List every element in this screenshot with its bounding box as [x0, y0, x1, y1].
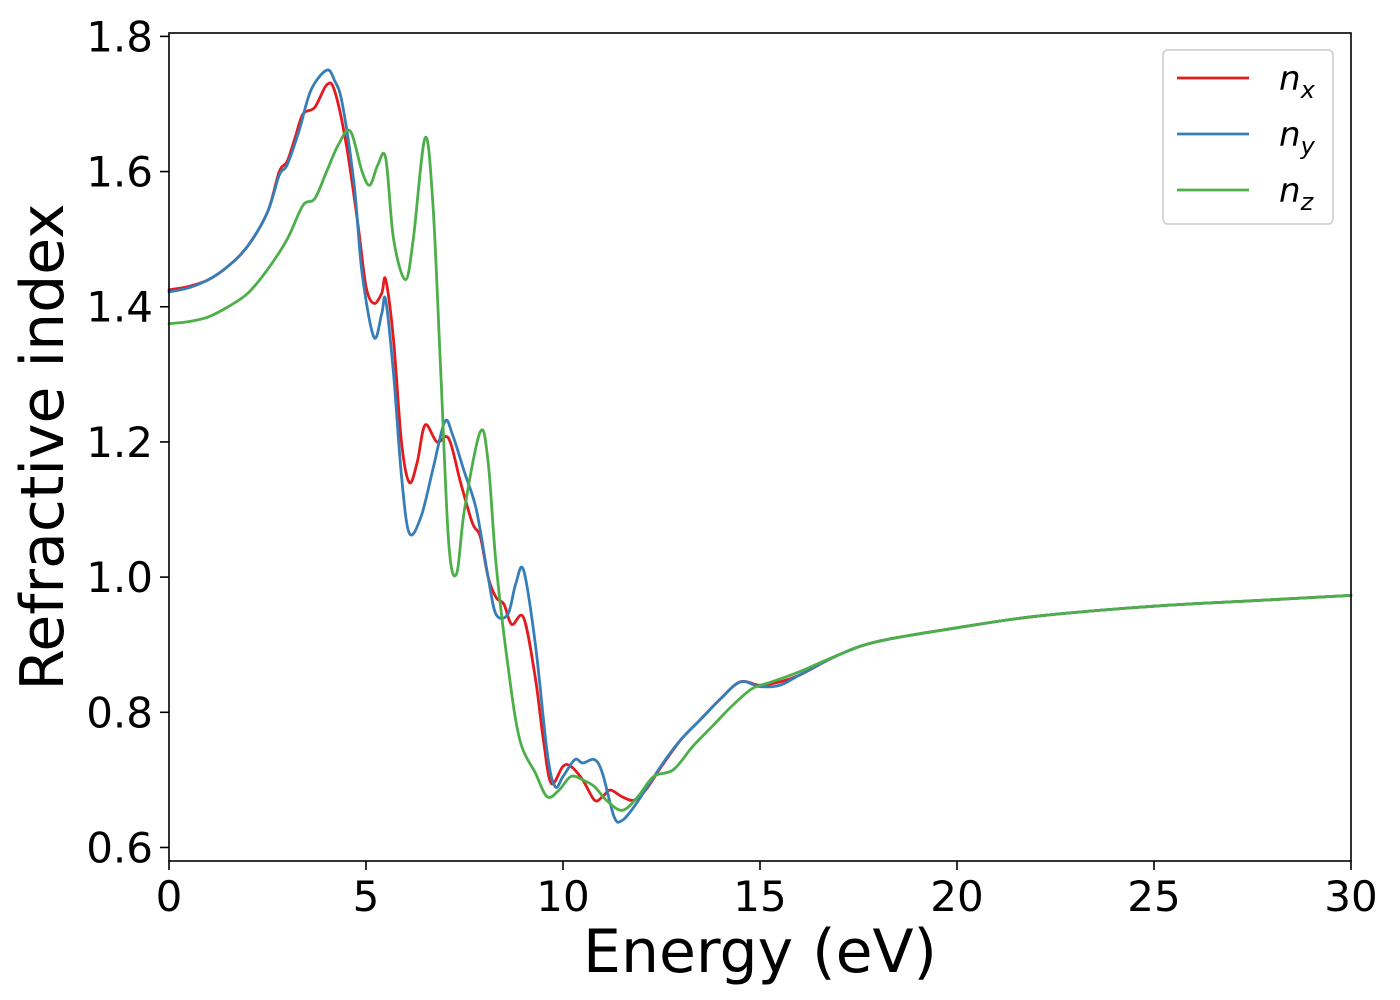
y-tick-label: 1.6 [86, 148, 153, 197]
y-tick-label: 1.4 [86, 283, 153, 332]
x-tick-label: 0 [156, 872, 183, 921]
series-line-nz [167, 128, 1353, 812]
x-axis-title: Energy (eV) [583, 917, 937, 987]
x-tick-label: 10 [536, 872, 589, 921]
legend-label-ny: ny [1279, 115, 1316, 160]
y-tick-label: 1.0 [86, 553, 153, 602]
x-axis: 0 5 10 15 20 25 30 [156, 861, 1378, 921]
x-tick-label: 5 [353, 872, 380, 921]
x-tick-label: 20 [930, 872, 983, 921]
legend-box [1162, 49, 1334, 225]
x-tick-label: 30 [1324, 872, 1377, 921]
x-tick-label: 25 [1127, 872, 1180, 921]
y-tick-label: 0.8 [86, 688, 153, 737]
y-tick-label: 1.2 [86, 418, 153, 467]
y-axis-title: Refractive index [8, 203, 78, 690]
y-tick-label: 1.8 [86, 12, 153, 61]
legend-label-nx: nx [1279, 59, 1316, 104]
y-axis: 0.6 0.8 1.0 1.2 1.4 1.6 1.8 [86, 12, 169, 872]
legend-label-nz: nz [1279, 171, 1315, 216]
x-tick-label: 15 [733, 872, 786, 921]
y-tick-label: 0.6 [86, 823, 153, 872]
legend: nx ny nz [1162, 49, 1334, 225]
series-lines [167, 68, 1353, 824]
